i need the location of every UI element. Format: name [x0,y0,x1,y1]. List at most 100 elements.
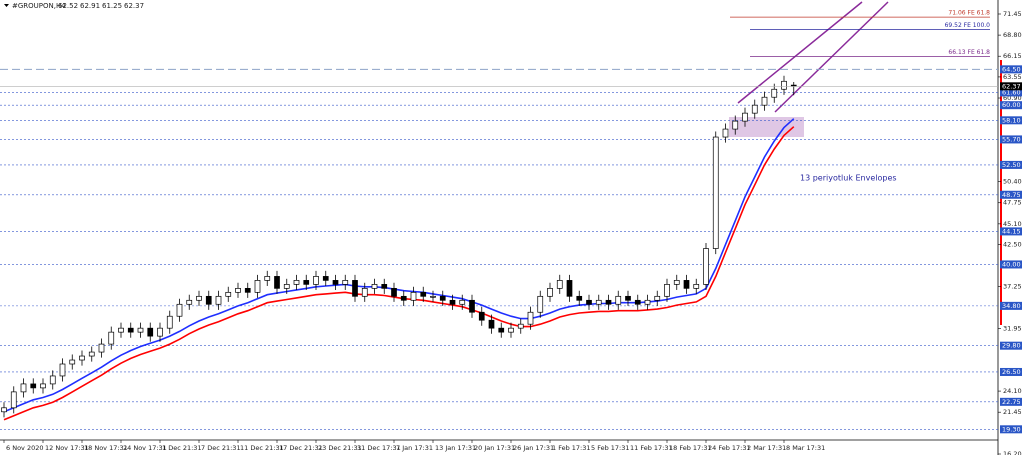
x-tick-label: 24 Feb 17:31 [708,444,751,452]
y-tick-label: 42.50 [1003,241,1022,249]
level-label-box [1000,116,1022,125]
level-label-box [1000,65,1022,74]
candle-body [215,295,222,305]
menu-icon [4,4,9,7]
candle-body [20,383,27,393]
x-tick-label: 6 Nov 2020 [6,444,44,452]
level-label-box [1000,227,1022,236]
x-tick-label: 20 Jan 17:31 [474,444,515,452]
candle-body [118,327,124,333]
candle-body [566,280,573,297]
candle-body [644,299,651,305]
candle-body [469,299,475,313]
x-tick-label: 11 Feb 17:31 [630,444,673,452]
candle-body [400,295,407,301]
candle-body [488,319,495,329]
level-label: 60.00 [1002,101,1021,109]
candle-body [517,323,524,329]
level-label-box [1000,367,1022,376]
level-label: 40.00 [1002,260,1021,268]
candle-body [79,355,85,361]
level-label: 22.75 [1002,398,1021,406]
level-label: 26.50 [1002,368,1021,376]
level-label-box [1000,425,1022,434]
x-tick-label: 1 Feb 17:31 [552,444,591,452]
candle-body [108,331,115,345]
candle-body [605,299,612,305]
x-tick-label: 24 Nov 17:31 [123,444,167,452]
candle-body [430,295,436,298]
level-label: 34.80 [1002,302,1021,310]
candle-body [781,80,787,90]
level-label: 52.50 [1002,161,1021,169]
candle-body [293,280,300,285]
level-label-box [1000,160,1022,169]
level-label: 44.15 [1002,227,1021,235]
candle-body [10,391,17,409]
ohlc-open: 62.52 [58,2,78,10]
level-label: 55.70 [1002,135,1021,143]
candle-body [313,276,319,285]
candle-body [664,284,670,297]
level-label-box [1000,88,1022,97]
level-label-box [1000,397,1022,406]
candle-body [391,288,397,297]
annotation: 13 periyotluk Envelopes [800,174,897,183]
x-tick-label: 13 Jan 17:31 [435,444,476,452]
candle-body [459,299,466,305]
candle-body [332,280,339,285]
symbol-title: #GROUPON,H4 [12,2,66,10]
y-tick-label: 68.80 [1003,31,1022,39]
candle-body [98,343,105,353]
candle-body [225,291,232,297]
candle-body [254,280,261,293]
candle-body [673,280,680,285]
candle-body [761,96,768,106]
level-label: 19.30 [1002,425,1021,433]
candle-body [771,88,778,98]
candle-body [49,375,56,385]
candle-body [157,327,163,337]
y-tick-label: 31.95 [1003,325,1022,333]
x-tick-label: 26 Jan 17:31 [513,444,554,452]
candle-body [69,359,76,365]
candle-body [478,311,485,321]
level-label-box [1000,101,1022,110]
candle-body [244,288,251,293]
x-tick-label: 8 Mar 17:31 [786,444,825,452]
x-tick-label: 17 Dec 21:31 [279,444,323,452]
ohlc-close: 62.37 [124,2,144,10]
level-label: 58.10 [1002,116,1021,124]
candle-body [371,284,378,289]
candle-body [88,351,95,357]
candle-body [722,128,729,138]
level-label-box [1000,341,1022,350]
x-tick-label: 1 Dec 21:31 [162,444,202,452]
y-tick-label: 24.10 [1003,387,1022,395]
candle-body [595,299,602,305]
candle-body [176,303,183,317]
candle-body [186,299,193,305]
x-tick-label: 2 Mar 17:31 [747,444,786,452]
candle-body [547,288,553,297]
candle-body [498,327,505,333]
candle-body [654,295,661,301]
candle-body [59,363,66,377]
fibo-label: 69.52 FE 100.0 [945,22,991,29]
y-tick-label: 63.55 [1003,73,1022,81]
level-label-box [1000,301,1022,310]
candle-body [439,295,446,301]
candle-body [586,299,592,305]
candle-body [137,327,144,333]
candle-body [1,407,7,413]
candle-body [40,383,46,389]
level-label-box [1000,190,1022,199]
candle-body [127,327,134,333]
x-tick-label: 12 Nov 17:31 [45,444,89,452]
ohlc-high: 62.91 [80,2,100,10]
candle-body [30,383,37,389]
candle-body [381,284,388,289]
candle-body [420,291,427,297]
x-tick-label: 31 Dec 17:31 [357,444,401,452]
